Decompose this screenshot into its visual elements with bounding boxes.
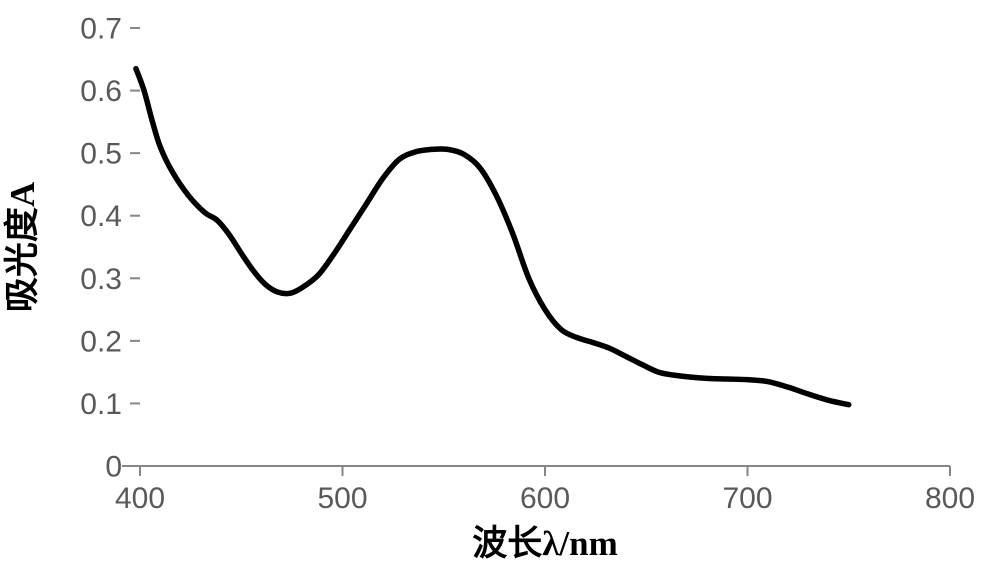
x-tick-label: 800 xyxy=(925,482,975,515)
y-tick-label: 0 xyxy=(105,451,122,484)
y-tick-label: 0.5 xyxy=(80,138,122,171)
x-tick-label: 500 xyxy=(317,482,367,515)
y-tick-label: 0.1 xyxy=(80,388,122,421)
chart-container: 400 500 600 700 800 0 0.1 0.2 0.3 0.4 0.5 0.6 0.7 波长λ… xyxy=(0,0,1000,579)
x-tick-label: 400 xyxy=(115,482,165,515)
y-axis-title: 吸光度A xyxy=(3,181,42,312)
y-tick-label: 0.6 xyxy=(80,75,122,108)
y-tick-label: 0.4 xyxy=(80,200,122,233)
y-tick-label: 0.7 xyxy=(80,13,122,46)
y-tick-label: 0.3 xyxy=(80,263,122,296)
x-tick-label: 700 xyxy=(722,482,772,515)
absorbance-line-chart: 400 500 600 700 800 0 0.1 0.2 0.3 0.4 0.5 0.6 0.7 波长λ… xyxy=(0,0,1000,579)
x-tick-label: 600 xyxy=(520,482,570,515)
x-axis-title: 波长λ/nm xyxy=(472,524,618,563)
y-tick-label: 0.2 xyxy=(80,325,122,358)
